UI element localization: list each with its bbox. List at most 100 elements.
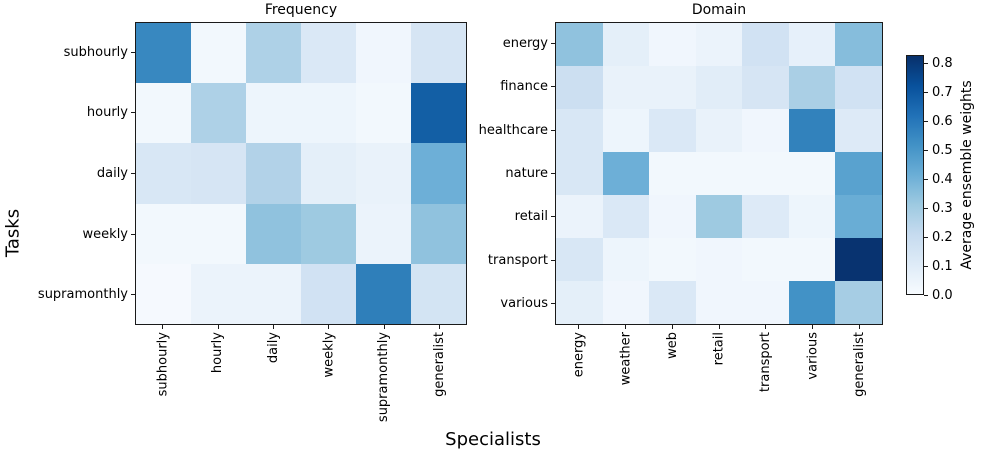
- colorbar-tick-label: 0.5: [932, 142, 953, 158]
- heatmap-cell: [246, 23, 301, 84]
- heatmap-cell: [136, 23, 191, 84]
- heatmap-cell: [695, 152, 743, 195]
- colorbar-tick-label: 0.0: [932, 287, 953, 303]
- heatmap-cell: [695, 238, 743, 281]
- colorbar-tick-label: 0.3: [932, 200, 953, 216]
- heatmap-cell: [835, 281, 882, 324]
- heatmap-cell: [556, 66, 603, 109]
- x-tick-mark: [812, 325, 814, 329]
- colorbar-tick-mark: [924, 121, 928, 122]
- x-tick-mark: [162, 325, 164, 329]
- y-tick-mark: [551, 259, 555, 261]
- heatmap-cell: [742, 281, 789, 324]
- y-tick-label: finance: [500, 79, 548, 95]
- colorbar-tick-mark: [924, 63, 928, 65]
- y-tick-mark: [551, 129, 555, 131]
- x-tick-label: daily: [265, 332, 281, 364]
- heatmap-cell: [788, 238, 836, 281]
- heatmap-cell: [602, 152, 650, 195]
- x-tick-mark: [577, 325, 579, 329]
- y-tick-mark: [131, 233, 135, 235]
- heatmap-cell: [695, 281, 743, 324]
- heatmap-cell: [649, 238, 696, 281]
- heatmap-cell: [191, 263, 246, 324]
- heatmap-cell: [191, 143, 246, 204]
- heatmap-cell: [191, 83, 246, 144]
- y-tick-mark: [551, 43, 555, 45]
- heatmap-frequency: [135, 22, 467, 325]
- plot-title-domain: Domain: [691, 2, 747, 18]
- heatmap-cell: [742, 152, 789, 195]
- heatmap-cell: [301, 263, 356, 324]
- y-tick-label: daily: [96, 166, 128, 181]
- heatmap-cell: [191, 203, 246, 264]
- heatmap-cell: [742, 66, 789, 109]
- heatmap-cell: [136, 203, 191, 264]
- heatmap-cell: [742, 109, 789, 152]
- heatmap-grid-frequency: [136, 23, 466, 324]
- x-tick-mark: [438, 325, 440, 329]
- heatmap-cell: [356, 23, 411, 84]
- heatmap-cell: [556, 152, 603, 195]
- colorbar-tick-label: 0.6: [932, 114, 953, 129]
- colorbar-tick-label: 0.2: [932, 229, 953, 245]
- colorbar-label: Average ensemble weights: [959, 80, 975, 270]
- heatmap-cell: [788, 195, 836, 238]
- x-tick-mark: [765, 325, 767, 329]
- heatmap-cell: [556, 195, 603, 238]
- heatmap-domain: [555, 22, 883, 325]
- heatmap-cell: [191, 23, 246, 84]
- heatmap-cell: [356, 203, 411, 264]
- y-tick-label: transport: [487, 252, 548, 268]
- x-tick-label: weekly: [321, 332, 337, 378]
- x-tick-label: energy: [570, 332, 586, 378]
- x-tick-label: generalist: [852, 332, 868, 397]
- y-tick-mark: [131, 294, 135, 296]
- y-tick-label: weekly: [82, 226, 128, 242]
- heatmap-cell: [788, 23, 836, 66]
- heatmap-cell: [649, 109, 696, 152]
- colorbar-tick-mark: [924, 92, 928, 94]
- heatmap-cell: [136, 143, 191, 204]
- heatmap-cell: [602, 238, 650, 281]
- heatmap-cell: [835, 23, 882, 66]
- heatmap-cell: [602, 66, 650, 109]
- colorbar: [906, 55, 924, 295]
- x-tick-mark: [217, 325, 219, 329]
- heatmap-cell: [649, 66, 696, 109]
- heatmap-cell: [649, 152, 696, 195]
- y-tick-label: healthcare: [478, 122, 548, 138]
- heatmap-cell: [649, 281, 696, 324]
- heatmap-cell: [788, 152, 836, 195]
- colorbar-tick-label: 0.4: [932, 171, 953, 187]
- heatmap-cell: [411, 203, 466, 264]
- heatmap-cell: [301, 23, 356, 84]
- x-tick-label: retail: [711, 332, 727, 366]
- y-tick-label: various: [500, 295, 548, 311]
- y-tick-mark: [551, 173, 555, 174]
- heatmap-cell: [246, 143, 301, 204]
- y-tick-label: hourly: [86, 105, 128, 121]
- x-tick-label: web: [664, 332, 680, 359]
- heatmap-cell: [301, 83, 356, 144]
- colorbar-tick-label: 0.7: [932, 85, 953, 101]
- colorbar-tick-mark: [924, 207, 928, 209]
- colorbar-tick-label: 0.8: [932, 56, 953, 72]
- y-tick-mark: [131, 112, 135, 114]
- heatmap-cell: [602, 281, 650, 324]
- heatmap-cell: [556, 281, 603, 324]
- y-tick-label: retail: [514, 209, 548, 225]
- heatmap-cell: [788, 109, 836, 152]
- heatmap-cell: [788, 66, 836, 109]
- y-tick-label: supramonthly: [37, 287, 128, 303]
- x-tick-mark: [328, 325, 330, 329]
- heatmap-cell: [246, 83, 301, 144]
- heatmap-cell: [835, 152, 882, 195]
- heatmap-cell: [742, 195, 789, 238]
- heatmap-cell: [602, 109, 650, 152]
- heatmap-cell: [835, 109, 882, 152]
- heatmap-cell: [649, 23, 696, 66]
- heatmap-cell: [742, 23, 789, 66]
- x-tick-mark: [718, 325, 720, 329]
- heatmap-cell: [356, 83, 411, 144]
